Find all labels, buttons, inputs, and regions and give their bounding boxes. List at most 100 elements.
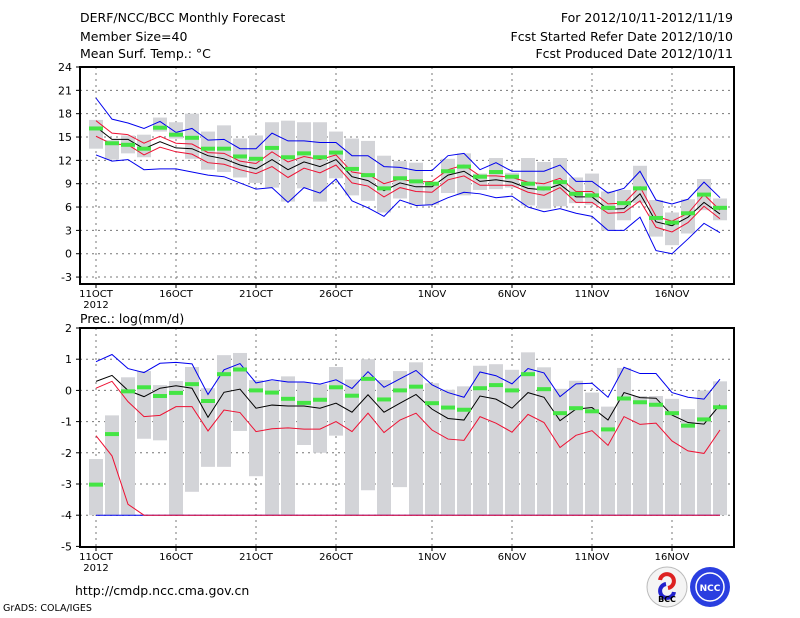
temp-frame bbox=[79, 66, 735, 285]
green-marker bbox=[377, 186, 391, 191]
ensemble-box bbox=[361, 359, 375, 491]
y-tick-label: -4 bbox=[61, 509, 72, 522]
ensemble-box bbox=[361, 140, 375, 201]
member-size: Member Size=40 bbox=[80, 29, 188, 44]
green-marker bbox=[649, 402, 663, 407]
x-tick-label: 6NOV bbox=[498, 289, 527, 300]
precip-panel-title: Prec.: log(mm/d) bbox=[80, 311, 185, 326]
y-tick-label: 24 bbox=[58, 61, 72, 74]
green-marker bbox=[409, 384, 423, 389]
y-tick-label: -2 bbox=[61, 447, 72, 460]
ensemble-box bbox=[409, 162, 423, 205]
y-tick-label: 6 bbox=[65, 201, 72, 214]
green-marker bbox=[201, 399, 215, 404]
green-marker bbox=[377, 397, 391, 402]
min-line bbox=[95, 154, 721, 255]
lower-red-line bbox=[95, 435, 720, 516]
green-marker bbox=[633, 400, 647, 405]
x-tick-label: 11OCT bbox=[79, 289, 114, 300]
green-marker bbox=[521, 181, 535, 186]
green-marker bbox=[617, 396, 631, 401]
x-tick-label: 26OCT bbox=[319, 289, 354, 300]
green-marker bbox=[713, 205, 727, 210]
green-marker bbox=[313, 155, 327, 160]
y-tick-label: 2 bbox=[65, 322, 72, 335]
green-marker bbox=[233, 367, 247, 372]
ensemble-box bbox=[217, 355, 231, 467]
ensemble-box bbox=[489, 364, 503, 516]
y-tick-label: 21 bbox=[58, 84, 72, 97]
green-marker bbox=[361, 376, 375, 381]
y-tick-label: 18 bbox=[58, 108, 72, 121]
green-marker bbox=[233, 154, 247, 159]
green-marker bbox=[553, 180, 567, 185]
ensemble-box bbox=[521, 352, 535, 516]
ensemble-box bbox=[569, 380, 583, 516]
ensemble-box bbox=[89, 459, 103, 516]
y-tick-label: 12 bbox=[58, 154, 72, 167]
max-line bbox=[95, 353, 721, 400]
ensemble-box bbox=[281, 376, 295, 516]
y-tick-label: 15 bbox=[58, 131, 72, 144]
green-marker bbox=[617, 201, 631, 206]
ensemble-box bbox=[457, 153, 471, 196]
green-marker bbox=[473, 386, 487, 391]
x-tick-label: 21OCT bbox=[239, 552, 274, 563]
green-marker bbox=[249, 156, 263, 161]
green-marker bbox=[569, 406, 583, 411]
ensemble-box bbox=[249, 380, 263, 477]
ensemble-box bbox=[425, 182, 439, 205]
green-marker bbox=[217, 146, 231, 151]
green-marker bbox=[153, 394, 167, 399]
green-marker bbox=[361, 173, 375, 178]
x-tick-label: 11NOV bbox=[575, 289, 610, 300]
ensemble-box bbox=[537, 161, 551, 209]
lower-red-line bbox=[95, 135, 721, 233]
ensemble-box bbox=[297, 382, 311, 445]
green-marker bbox=[217, 372, 231, 377]
green-marker bbox=[697, 192, 711, 197]
green-marker bbox=[665, 220, 679, 225]
x-tick-label: 11NOV bbox=[575, 552, 610, 563]
temp-panel-title: Mean Surf. Temp.: °C bbox=[80, 46, 211, 61]
green-marker bbox=[569, 191, 583, 196]
y-tick-label: -3 bbox=[61, 271, 72, 284]
ensemble-box bbox=[313, 384, 327, 453]
precip-frame bbox=[79, 327, 735, 548]
green-marker bbox=[553, 411, 567, 416]
green-marker bbox=[505, 388, 519, 393]
upper-red-line bbox=[95, 120, 721, 222]
grads-credit: GrADS: COLA/IGES bbox=[3, 603, 92, 614]
forecast-period: For 2012/10/11-2012/11/19 bbox=[560, 10, 733, 25]
green-marker bbox=[105, 141, 119, 146]
green-marker bbox=[681, 423, 695, 428]
ensemble-box bbox=[585, 392, 599, 516]
ensemble-mean-line bbox=[95, 374, 721, 425]
ensemble-box bbox=[537, 367, 551, 516]
green-marker bbox=[137, 385, 151, 390]
green-marker bbox=[521, 372, 535, 377]
green-marker bbox=[281, 155, 295, 160]
green-marker bbox=[697, 417, 711, 422]
y-tick-label: -5 bbox=[61, 540, 72, 553]
ensemble-box bbox=[473, 365, 487, 516]
x-tick-label: 16NOV bbox=[655, 289, 690, 300]
y-tick-label: 0 bbox=[65, 384, 72, 397]
green-marker bbox=[169, 132, 183, 137]
green-marker bbox=[297, 400, 311, 405]
source-url[interactable]: http://cmdp.ncc.cma.gov.cn bbox=[75, 583, 250, 598]
x-tick-label: 1NOV bbox=[418, 289, 447, 300]
green-marker bbox=[393, 176, 407, 181]
ensemble-box bbox=[457, 386, 471, 516]
ensemble-box bbox=[265, 381, 279, 516]
green-marker bbox=[713, 405, 727, 410]
ensemble-box bbox=[233, 352, 247, 431]
x-tick-label: 6NOV bbox=[498, 552, 527, 563]
year-label: 2012 bbox=[83, 300, 108, 311]
x-tick-label: 26OCT bbox=[319, 552, 354, 563]
green-marker bbox=[425, 181, 439, 186]
x-tick-label: 16OCT bbox=[159, 289, 194, 300]
ensemble-box bbox=[649, 396, 663, 516]
bcc-logo: BCC bbox=[646, 566, 688, 608]
